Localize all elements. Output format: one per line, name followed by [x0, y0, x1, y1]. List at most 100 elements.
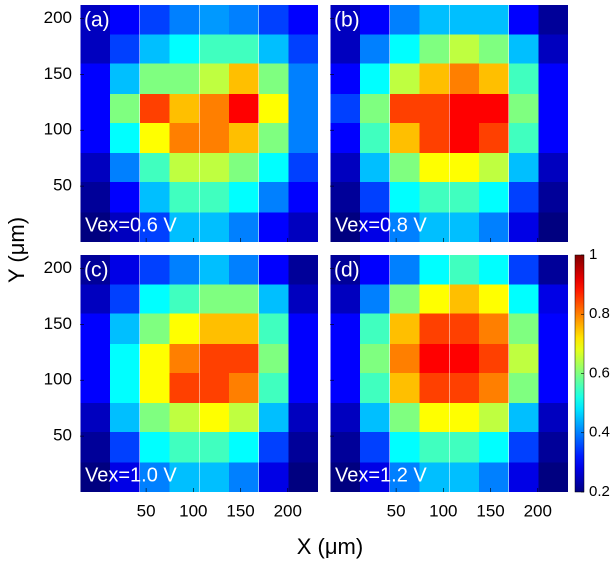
heatmap-cell: [169, 153, 200, 184]
panel-label: (a): [84, 9, 110, 32]
heatmap-cell: [389, 284, 420, 316]
heatmap-cell: [538, 255, 568, 286]
heatmap-cell: [449, 182, 480, 213]
heatmap-cell: [538, 93, 568, 125]
heatmap-cell: [478, 372, 509, 404]
heatmap-cell: [199, 182, 230, 213]
heatmap-cell: [80, 34, 111, 66]
heatmap-cell: [419, 122, 450, 154]
heatmap-cell: [288, 313, 318, 345]
heatmap-cell: [508, 5, 539, 36]
heatmap-cell: [538, 153, 568, 184]
heatmap-cell: [288, 255, 318, 286]
heatmap-cell: [199, 284, 230, 316]
heatmap-cell: [389, 63, 420, 95]
heatmap-cell: [538, 403, 568, 434]
heatmap-cell: [139, 343, 170, 375]
heatmap-cell: [258, 34, 289, 66]
heatmap-cell: [80, 462, 111, 492]
heatmap-cell: [330, 343, 361, 375]
heatmap: [330, 5, 568, 242]
heatmap-cell: [449, 462, 480, 492]
heatmap-cell: [169, 462, 200, 492]
heatmap-cell: [538, 343, 568, 375]
heatmap-cell: [538, 432, 568, 463]
heatmap-cell: [419, 372, 450, 404]
heatmap-cell: [359, 63, 390, 95]
heatmap-cell: [538, 63, 568, 95]
heatmap-cell: [449, 93, 480, 125]
heatmap-cell: [419, 5, 450, 36]
heatmap-cell: [288, 343, 318, 375]
heatmap-cell: [389, 122, 420, 154]
heatmap-cell: [109, 403, 140, 434]
panel-annotation: Vex=0.8 V: [335, 214, 427, 236]
heatmap-cell: [80, 182, 111, 213]
heatmap-cell: [228, 462, 259, 492]
colorbar-tick-label: 0.4: [589, 424, 610, 441]
panel-label: (d): [334, 259, 360, 282]
heatmap-cell: [139, 462, 170, 492]
heatmap-cell: [538, 462, 568, 492]
heatmap-cell: [199, 34, 230, 66]
heatmap-cell: [449, 63, 480, 95]
heatmap-cell: [359, 343, 390, 375]
heatmap-cell: [389, 5, 420, 36]
heatmap-cell: [449, 212, 480, 242]
heatmap-cell: [478, 182, 509, 213]
heatmap-cell: [109, 462, 140, 492]
heatmap-cell: [80, 313, 111, 345]
heatmap-cell: [288, 212, 318, 242]
heatmap-cell: [139, 212, 170, 242]
heatmap-cell: [449, 313, 480, 345]
heatmap-cell: [449, 5, 480, 36]
heatmap-cell: [80, 212, 111, 242]
heatmap-cell: [199, 432, 230, 463]
heatmap-cell: [228, 343, 259, 375]
heatmap-cell: [109, 122, 140, 154]
heatmap-cell: [228, 93, 259, 125]
heatmap-cell: [109, 212, 140, 242]
heatmap-cell: [288, 284, 318, 316]
heatmap-cell: [169, 5, 200, 36]
heatmap-cell: [139, 93, 170, 125]
heatmap-cell: [449, 432, 480, 463]
heatmap-cell: [228, 63, 259, 95]
heatmap-cell: [478, 5, 509, 36]
heatmap-cell: [288, 182, 318, 213]
panel-annotation: Vex=1.0 V: [85, 464, 177, 486]
heatmap-cell: [389, 372, 420, 404]
heatmap-cell: [228, 5, 259, 36]
heatmap-cell: [478, 343, 509, 375]
heatmap-cell: [449, 153, 480, 184]
y-tick-label: 150: [44, 64, 72, 83]
heatmap: [80, 255, 318, 492]
heatmap-cell: [359, 372, 390, 404]
heatmap-cell: [169, 34, 200, 66]
heatmap-cell: [449, 343, 480, 375]
colorbar-tick-label: 0.8: [589, 305, 610, 322]
heatmap-cell: [330, 372, 361, 404]
heatmap-cell: [478, 212, 509, 242]
heatmap-cell: [169, 432, 200, 463]
heatmap-cell: [258, 432, 289, 463]
heatmap-cell: [109, 313, 140, 345]
heatmap-cell: [80, 432, 111, 463]
heatmap-cell: [419, 34, 450, 66]
heatmap-cell: [169, 93, 200, 125]
heatmap-cell: [258, 93, 289, 125]
heatmap-cell: [228, 122, 259, 154]
y-tick-label: 50: [53, 426, 72, 445]
heatmap-cell: [288, 5, 318, 36]
heatmap-cell: [389, 313, 420, 345]
heatmap-cell: [359, 255, 390, 286]
heatmap-cell: [139, 182, 170, 213]
heatmap-cell: [228, 372, 259, 404]
heatmap-cell: [359, 313, 390, 345]
heatmap-cell: [478, 313, 509, 345]
heatmap-cell: [330, 313, 361, 345]
heatmap-cell: [478, 432, 509, 463]
heatmap-cell: [330, 255, 361, 286]
heatmap-cell: [109, 93, 140, 125]
